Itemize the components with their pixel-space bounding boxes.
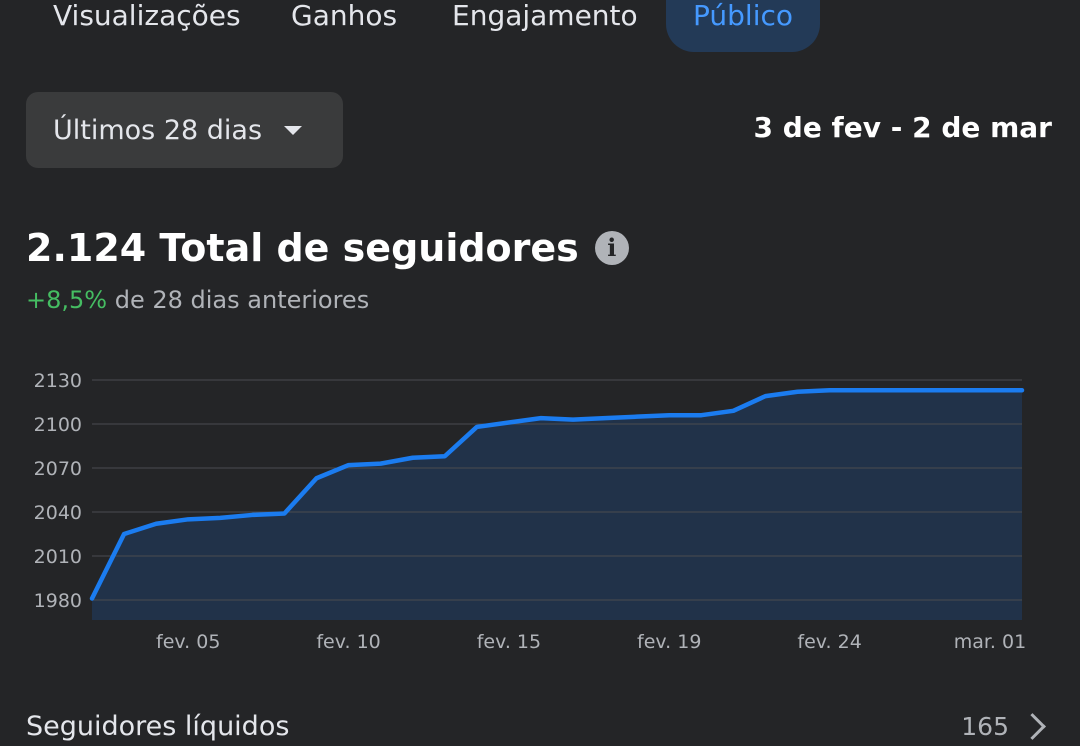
data-point-14 xyxy=(507,421,511,425)
data-point-25 xyxy=(860,388,864,392)
data-point-24 xyxy=(828,388,832,392)
data-point-16 xyxy=(571,418,575,422)
date-range-dropdown[interactable]: Últimos 28 dias xyxy=(26,92,343,168)
data-point-7 xyxy=(282,511,286,515)
chart-area-fill xyxy=(92,390,1022,620)
y-tick-label-2010: 2010 xyxy=(34,546,82,568)
y-tick-label-1980: 1980 xyxy=(34,590,82,612)
net-followers-row[interactable]: Seguidores líquidos 165 xyxy=(26,706,1054,746)
data-point-29 xyxy=(988,388,992,392)
tab-engajamento[interactable]: Engajamento xyxy=(452,0,638,32)
data-point-23 xyxy=(796,390,800,394)
data-point-4 xyxy=(186,517,190,521)
data-point-20 xyxy=(699,413,703,417)
x-tick-label: mar. 01 xyxy=(954,631,1026,653)
date-range-dropdown-label: Últimos 28 dias xyxy=(53,114,263,146)
net-followers-right: 165 xyxy=(961,712,1054,741)
data-point-17 xyxy=(603,416,607,420)
data-point-13 xyxy=(475,425,479,429)
data-point-27 xyxy=(924,388,928,392)
x-tick-label: fev. 15 xyxy=(477,631,541,653)
tab-bar: Visualizações Ganhos Engajamento Público xyxy=(0,0,1080,52)
tab-ganhos[interactable]: Ganhos xyxy=(291,0,398,32)
chevron-right-icon xyxy=(1019,712,1046,740)
y-tick-label-2040: 2040 xyxy=(34,502,82,524)
data-point-30 xyxy=(1020,388,1024,392)
data-point-15 xyxy=(539,416,543,420)
followers-total-title: 2.124 Total de seguidores xyxy=(26,226,579,270)
data-point-2 xyxy=(122,532,126,536)
data-point-19 xyxy=(667,413,671,417)
tab-visualizacoes[interactable]: Visualizações xyxy=(53,0,241,32)
data-point-26 xyxy=(892,388,896,392)
page-title: 2.124 Total de seguidores i xyxy=(26,226,629,270)
data-point-8 xyxy=(314,476,318,480)
net-followers-label: Seguidores líquidos xyxy=(26,710,290,742)
data-point-3 xyxy=(154,522,158,526)
x-tick-label: fev. 24 xyxy=(797,631,861,653)
change-percent: +8,5% xyxy=(26,286,108,314)
date-range-text: 3 de fev - 2 de mar xyxy=(753,111,1052,144)
data-point-6 xyxy=(250,513,254,517)
y-tick-label-2100: 2100 xyxy=(34,414,82,436)
data-point-1 xyxy=(90,597,94,601)
y-tick-label-2070: 2070 xyxy=(34,458,82,480)
data-point-5 xyxy=(218,516,222,520)
chart-series-line xyxy=(89,388,1025,601)
change-summary: +8,5% de 28 dias anteriores xyxy=(26,286,369,314)
data-point-11 xyxy=(411,456,415,460)
x-tick-label: fev. 19 xyxy=(637,631,701,653)
caret-down-icon xyxy=(284,125,303,135)
data-point-28 xyxy=(956,388,960,392)
tab-publico[interactable]: Público xyxy=(666,0,820,52)
data-point-22 xyxy=(763,394,767,398)
data-point-18 xyxy=(635,415,639,419)
data-point-10 xyxy=(379,462,383,466)
data-point-9 xyxy=(347,463,351,467)
x-tick-label: fev. 05 xyxy=(156,631,220,653)
net-followers-value: 165 xyxy=(961,711,1009,741)
change-suffix: de 28 dias anteriores xyxy=(114,286,370,314)
data-point-21 xyxy=(731,409,735,413)
data-point-12 xyxy=(443,454,447,458)
info-icon[interactable]: i xyxy=(594,231,629,265)
x-tick-label: fev. 10 xyxy=(316,631,380,653)
y-tick-label-2130: 2130 xyxy=(34,370,82,392)
followers-chart: 1980 2010 2040 2070 2100 2130 fev. 05 fev. 10 fe… xyxy=(34,370,1027,653)
